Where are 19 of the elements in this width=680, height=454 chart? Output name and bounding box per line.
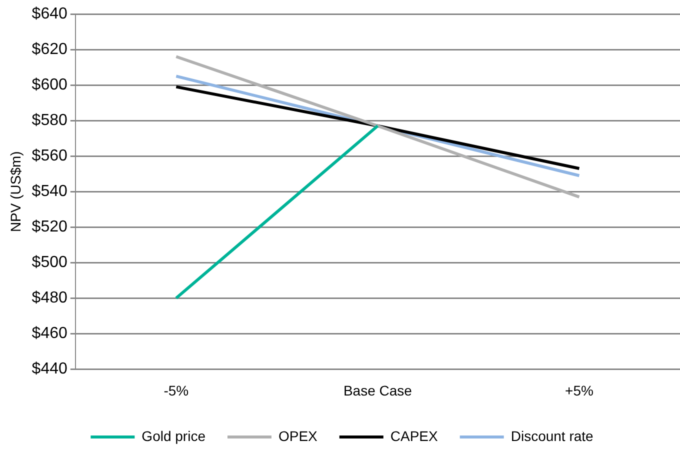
x-tick-label: -5% xyxy=(164,382,189,398)
y-tick-label: $520 xyxy=(32,218,68,236)
legend-label: CAPEX xyxy=(390,428,439,444)
legend-label: Discount rate xyxy=(510,428,594,444)
y-tick-label: $600 xyxy=(32,76,68,94)
y-tick-label: $620 xyxy=(32,40,68,58)
y-tick-label: $560 xyxy=(32,147,68,164)
y-tick-label: $440 xyxy=(32,360,68,378)
y-tick-label: $480 xyxy=(32,290,68,307)
legend-label: OPEX xyxy=(278,428,318,444)
y-tick-label: $580 xyxy=(32,112,68,129)
y-tick-label: $460 xyxy=(32,325,68,342)
legend-label: Gold price xyxy=(142,428,206,444)
x-tick-label: +5% xyxy=(565,382,594,398)
x-tick-label: Base Case xyxy=(343,382,412,398)
y-tick-label: $500 xyxy=(32,254,68,272)
y-axis-title: NPV (US$m) xyxy=(7,151,24,232)
y-tick-label: $640 xyxy=(32,5,68,22)
y-tick-label: $540 xyxy=(32,183,68,200)
